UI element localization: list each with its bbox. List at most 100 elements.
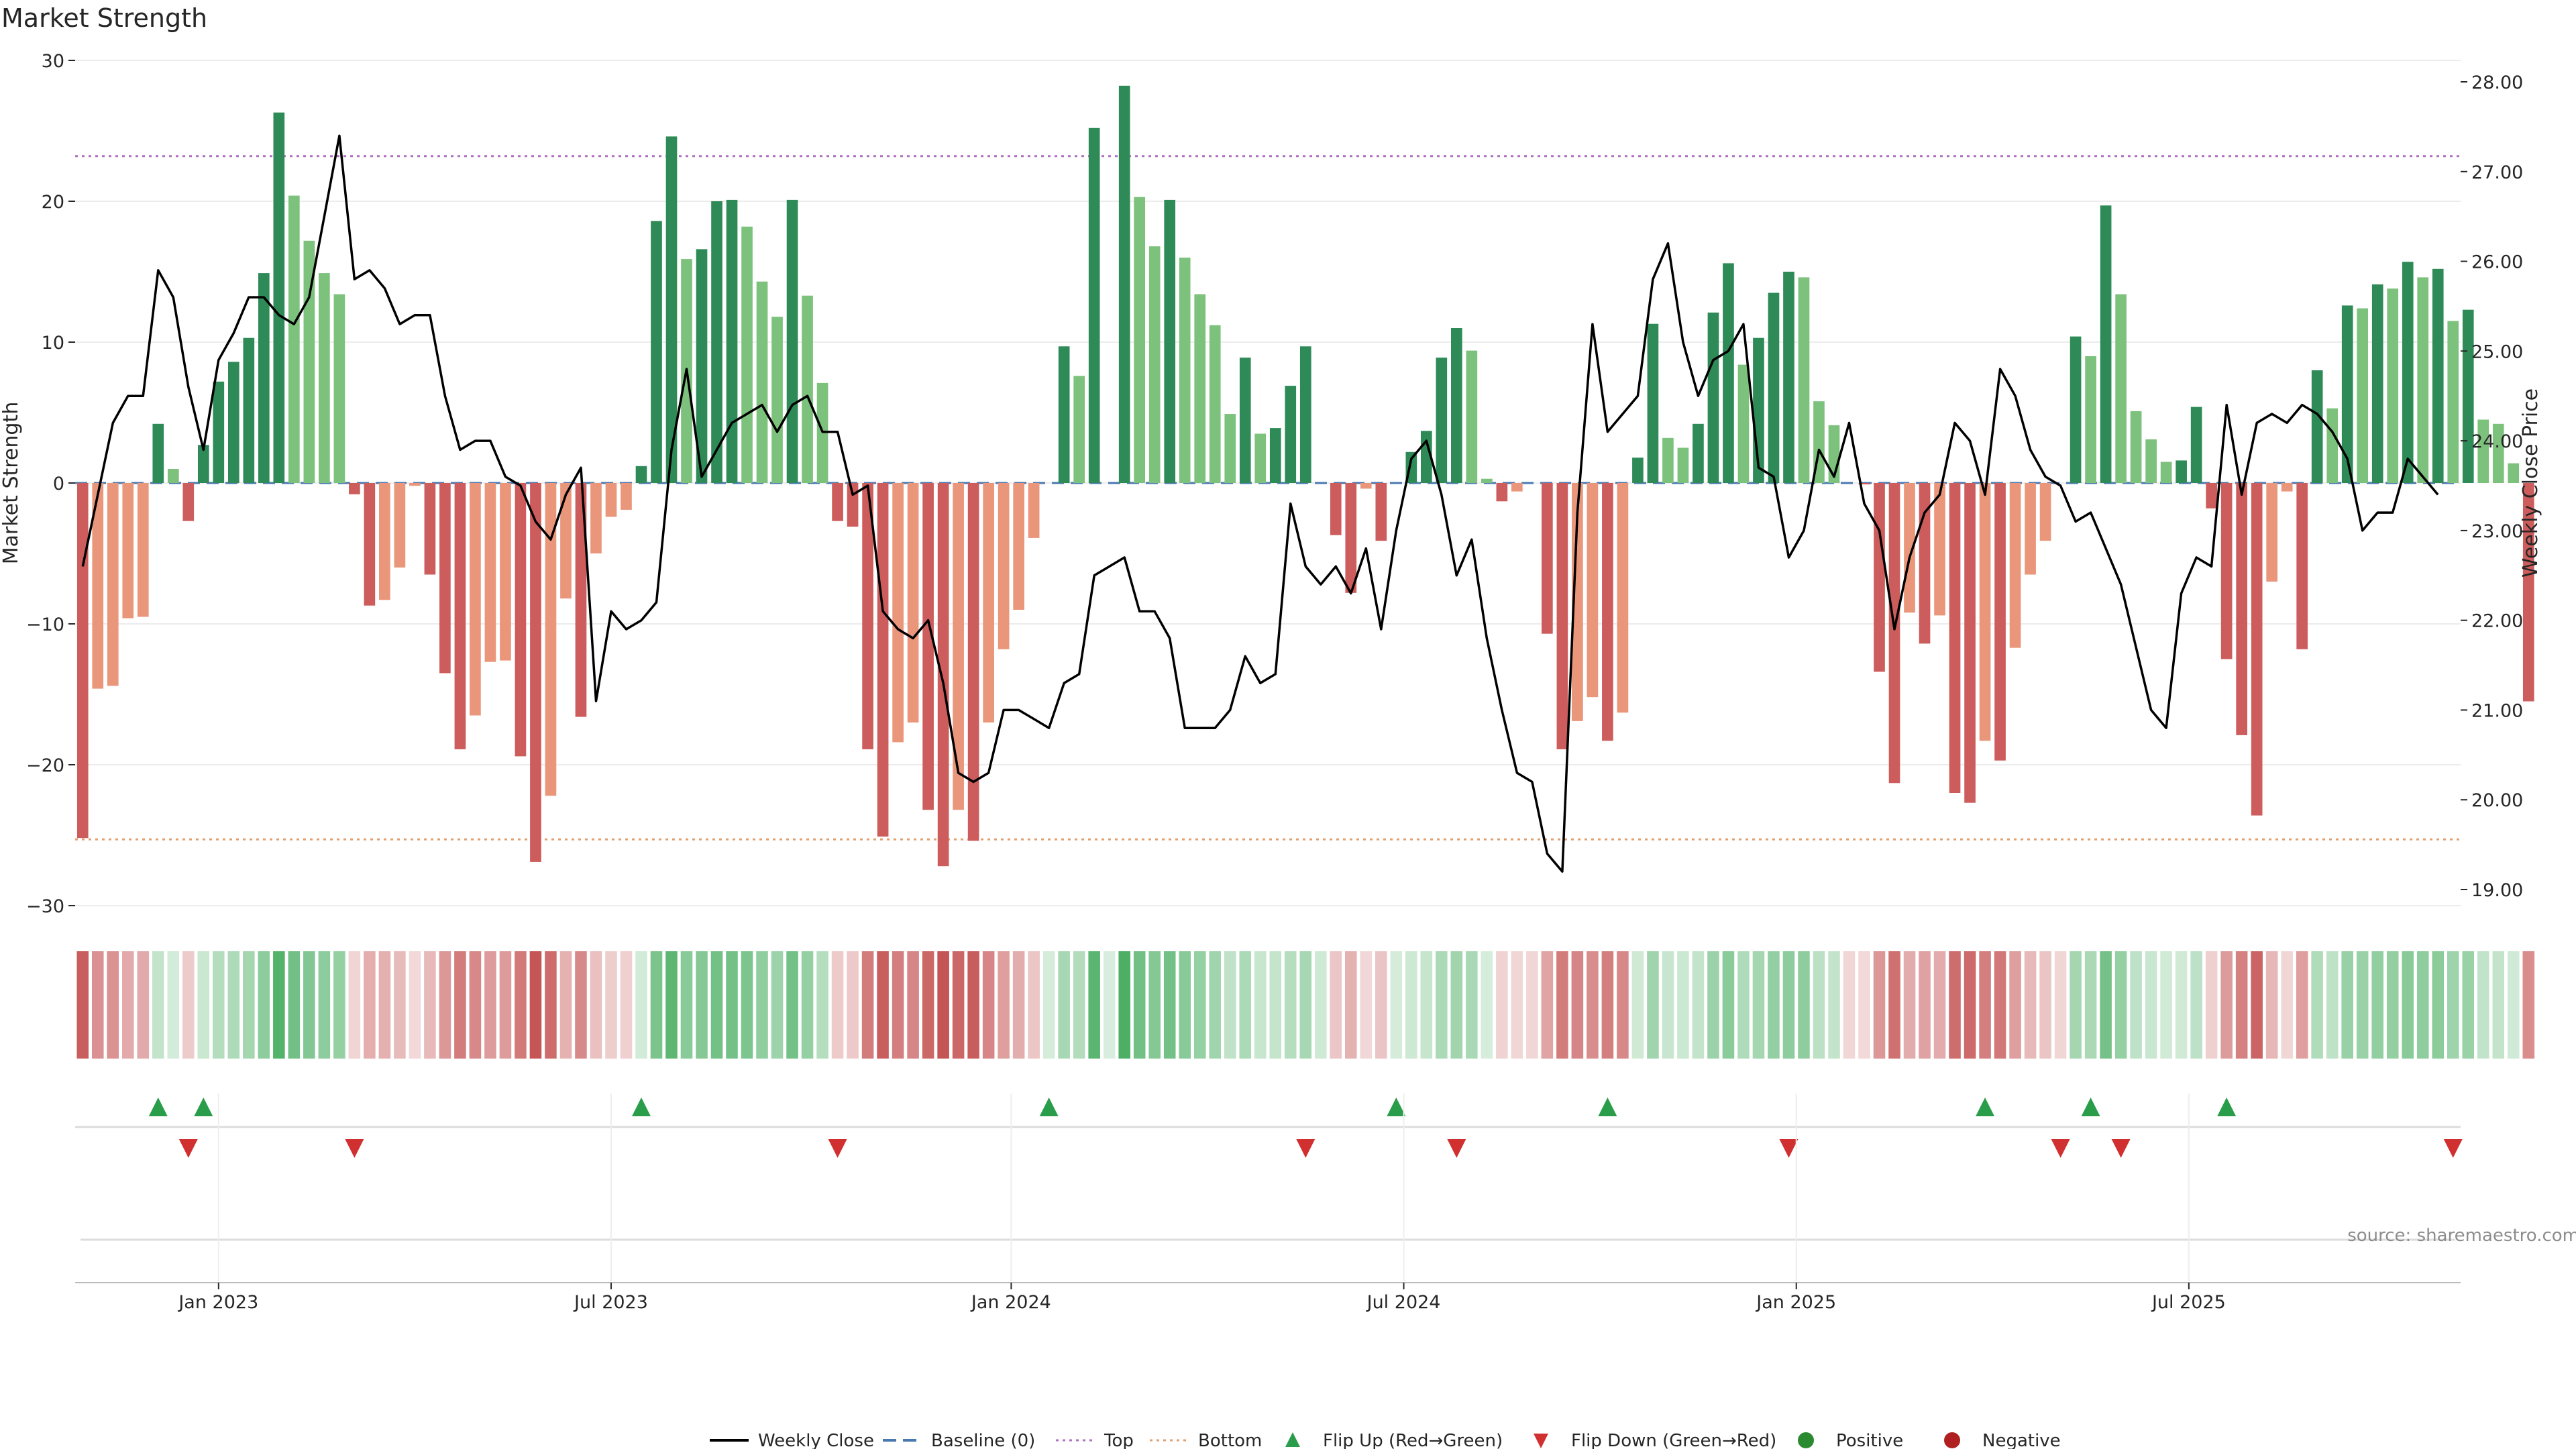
strip-cell: [364, 951, 376, 1059]
legend-label: Top: [1104, 1431, 1134, 1449]
strip-cell: [1782, 951, 1795, 1059]
strength-bar: [2236, 483, 2247, 735]
strip-cell: [394, 951, 406, 1059]
strength-bar: [2477, 419, 2489, 483]
strength-bar: [2296, 483, 2308, 649]
strip-cell: [2024, 951, 2037, 1059]
strip-cell: [1163, 951, 1176, 1059]
strength-bar: [2462, 309, 2474, 483]
strength-bar: [530, 483, 541, 862]
strength-bar: [1239, 358, 1251, 483]
strip-cell: [590, 951, 602, 1059]
strip-cell: [213, 951, 225, 1059]
strength-bar: [319, 273, 330, 483]
strength-bar: [2100, 205, 2112, 483]
strip-cell: [2220, 951, 2233, 1059]
legend-item-weekly-close: Weekly Close: [710, 1431, 874, 1449]
strength-bar: [2432, 268, 2444, 483]
strip-cell: [2009, 951, 2021, 1059]
legend-label: Weekly Close: [758, 1431, 874, 1449]
strength-bar: [998, 483, 1010, 649]
strength-bar: [500, 483, 511, 661]
strip-cell: [2160, 951, 2172, 1059]
strip-cell: [1284, 951, 1297, 1059]
strip-cell: [2386, 951, 2399, 1059]
strip-cell: [2416, 951, 2429, 1059]
strip-cell: [1058, 951, 1070, 1059]
strip-cell: [2402, 951, 2414, 1059]
strength-bar: [1224, 414, 1236, 483]
legend-triangle-up-icon: [1285, 1432, 1300, 1447]
x-tick-label: Jul 2024: [1366, 1292, 1441, 1313]
strip-cell: [137, 951, 150, 1059]
strip-cell: [937, 951, 949, 1059]
strip-cell: [2281, 951, 2293, 1059]
strength-bar: [349, 483, 360, 494]
strip-cell: [121, 951, 134, 1059]
flip-up-marker: [2217, 1097, 2237, 1116]
strength-bar: [1964, 483, 1976, 803]
strength-bar: [258, 273, 270, 483]
strip-cell: [258, 951, 270, 1059]
right-tick-label: 20.00: [2471, 790, 2523, 811]
strip-cell: [696, 951, 708, 1059]
strip-cell: [2070, 951, 2082, 1059]
strip-cell: [1088, 951, 1100, 1059]
strip-cell: [575, 951, 587, 1059]
strength-bar: [2251, 483, 2263, 816]
strip-cell: [1737, 951, 1750, 1059]
strip-cell: [877, 951, 889, 1059]
strength-bar: [1723, 263, 1734, 483]
strip-cell: [1813, 951, 1825, 1059]
strip-cell: [2492, 951, 2505, 1059]
strip-cell: [1420, 951, 1433, 1059]
strength-bar: [1451, 328, 1462, 483]
strength-bar: [2508, 463, 2520, 483]
strip-cell: [1375, 951, 1387, 1059]
strength-bar: [1134, 197, 1146, 483]
strength-bar: [1375, 483, 1387, 541]
strength-bar: [786, 199, 798, 483]
strip-cell: [2311, 951, 2323, 1059]
strip-cell: [801, 951, 814, 1059]
strength-bar: [1632, 458, 1644, 483]
chart-title: Market Strength: [1, 3, 207, 33]
strength-bar: [832, 483, 843, 521]
legend: Weekly Close Baseline (0) Top Bottom Flip Up…: [710, 1431, 2061, 1449]
strip-cell: [1179, 951, 1191, 1059]
strength-bar: [802, 295, 813, 483]
strip-cell: [1631, 951, 1644, 1059]
color-strip: [76, 951, 2535, 1059]
strength-bar: [1088, 127, 1100, 484]
strength-bar: [2130, 411, 2142, 483]
left-tick-label: 20: [42, 192, 64, 213]
weekly-close-polyline: [81, 134, 2439, 873]
strength-bar: [711, 201, 722, 483]
strip-cell: [1888, 951, 1900, 1059]
strength-bar: [2176, 460, 2187, 483]
strength-bar: [1118, 85, 1130, 484]
strip-cell: [861, 951, 874, 1059]
right-tick-label: 24.00: [2471, 431, 2523, 452]
legend-item-flip-down-green-red: Flip Down (Green→Red): [1534, 1431, 1776, 1449]
strip-cell: [786, 951, 798, 1059]
left-axis: 30 20 10 0 −10 −20 −30: [26, 51, 75, 917]
strength-bar: [470, 483, 481, 716]
strip-cell: [1964, 951, 1976, 1059]
x-axis: Jan 2023 Jul 2023 Jan 2024 Jul 2024 Jan 2025…: [75, 1093, 2461, 1313]
strength-bar: [227, 362, 239, 483]
strip-cell: [2205, 951, 2218, 1059]
strength-bar: [107, 483, 119, 686]
strip-cell: [1752, 951, 1765, 1059]
flip-down-marker: [2443, 1139, 2463, 1158]
strip-cell: [1330, 951, 1342, 1059]
strength-bar: [439, 483, 451, 674]
strength-bar: [1058, 346, 1070, 483]
strip-cell: [454, 951, 466, 1059]
strength-bar: [2070, 336, 2082, 483]
strip-cell: [726, 951, 738, 1059]
strength-bar: [907, 483, 919, 722]
strip-cell: [1360, 951, 1373, 1059]
strip-cell: [665, 951, 678, 1059]
